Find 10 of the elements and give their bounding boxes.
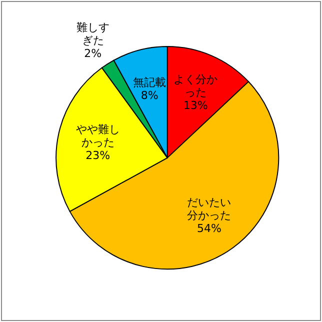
slice-label: よく分かった (174, 72, 218, 99)
data-label: 23% (86, 148, 110, 162)
slice-label: 無記載 (133, 76, 166, 89)
data-label: 13% (183, 98, 208, 112)
data-label: 54% (197, 222, 222, 235)
slice-label: 難しすぎた (76, 20, 110, 47)
data-label: 8% (140, 88, 158, 102)
slice-label: だいたい分かった (187, 196, 232, 222)
slice-label: やや難しかった (76, 122, 120, 149)
data-label: 2% (84, 46, 102, 60)
